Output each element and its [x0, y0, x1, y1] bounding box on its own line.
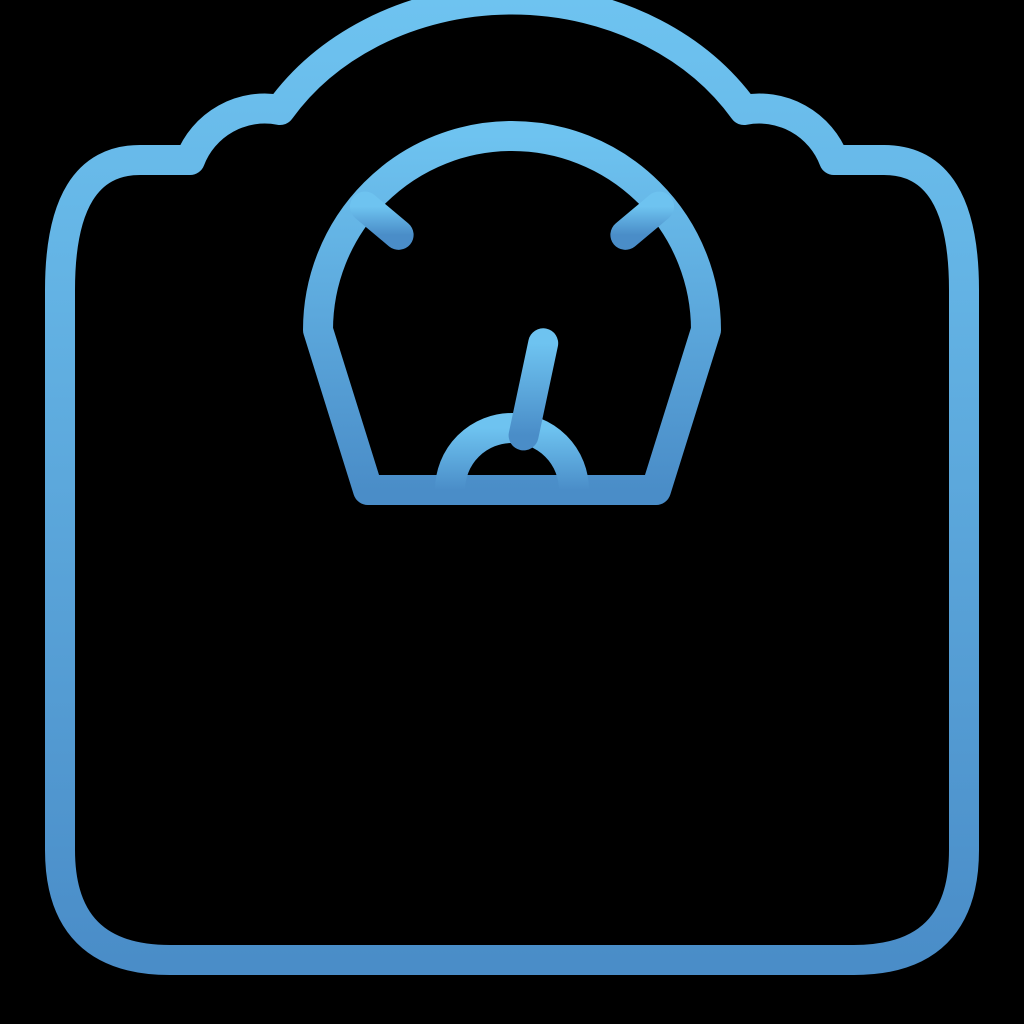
weight-scale-icon: [0, 0, 1024, 1024]
scale-dial-needle: [524, 343, 544, 435]
scale-dial-tick-2: [625, 207, 659, 235]
scale-dial-tick-0: [365, 207, 399, 235]
